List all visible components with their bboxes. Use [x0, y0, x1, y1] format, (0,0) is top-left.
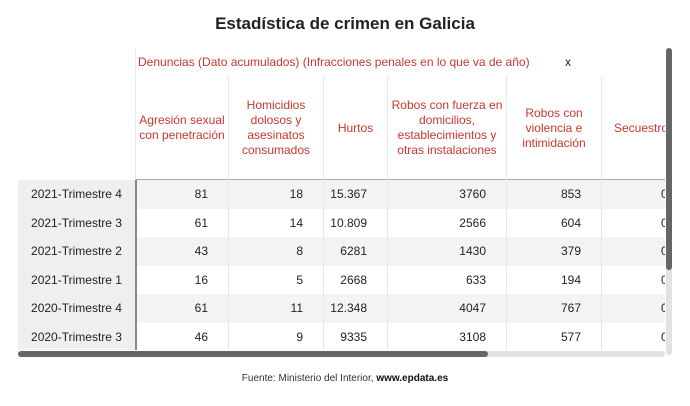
- table-cell: 10.809: [323, 208, 387, 237]
- table-cell: 633: [387, 265, 506, 294]
- table-cell: 12.348: [323, 294, 387, 323]
- source-text: Fuente: Ministerio del Interior,: [241, 373, 377, 384]
- table-cell: 9: [228, 322, 323, 350]
- table-cell: 2668: [323, 265, 387, 294]
- table-cell: 604: [506, 208, 601, 237]
- horizontal-scrollbar[interactable]: [18, 351, 665, 357]
- table-cell: 81: [135, 180, 228, 209]
- source-link[interactable]: www.epdata.es: [376, 373, 449, 384]
- table-cell: 0: [601, 322, 665, 350]
- vertical-scrollbar-thumb[interactable]: [666, 48, 672, 270]
- row-label: 2020-Trimestre 4: [18, 294, 135, 323]
- frozen-column-divider: [135, 180, 137, 350]
- table-row: 2020-Trimestre 3 46 9 9335 3108 577 0: [18, 322, 665, 350]
- horizontal-scrollbar-thumb[interactable]: [18, 351, 488, 357]
- column-header[interactable]: Secuestro: [601, 76, 665, 180]
- table-cell: 43: [135, 237, 228, 266]
- table-corner: [18, 48, 136, 180]
- row-label: 2021-Trimestre 1: [18, 265, 135, 294]
- table-cell: 61: [135, 208, 228, 237]
- table-cell: 18: [228, 180, 323, 209]
- table-cell: 0: [601, 208, 665, 237]
- table-cell: 1430: [387, 237, 506, 266]
- column-header[interactable]: Hurtos: [323, 76, 387, 180]
- row-label: 2020-Trimestre 3: [18, 322, 135, 350]
- table-cell: 577: [506, 322, 601, 350]
- column-header[interactable]: Robos con fuerza en domicilios, establec…: [387, 76, 506, 180]
- row-label: 2021-Trimestre 4: [18, 180, 135, 209]
- column-header[interactable]: Robos con violencia e intimidación: [506, 76, 601, 180]
- vertical-scrollbar[interactable]: [666, 48, 672, 355]
- table-cell: 15.367: [323, 180, 387, 209]
- table-cell: 61: [135, 294, 228, 323]
- table-cell: 3760: [387, 180, 506, 209]
- table-cell: 0: [601, 237, 665, 266]
- table-cell: 379: [506, 237, 601, 266]
- table-cell: 767: [506, 294, 601, 323]
- source-note: Fuente: Ministerio del Interior, www.epd…: [0, 373, 690, 384]
- table-cell: 0: [601, 265, 665, 294]
- table-cell: 6281: [323, 237, 387, 266]
- table-cell: 14: [228, 208, 323, 237]
- table-cell: 853: [506, 180, 601, 209]
- table-cell: 16: [135, 265, 228, 294]
- table-row: 2021-Trimestre 2 43 8 6281 1430 379 0: [18, 237, 665, 266]
- table-cell: 0: [601, 294, 665, 323]
- close-button[interactable]: x: [565, 55, 571, 69]
- page-title: Estadística de crimen en Galicia: [215, 14, 475, 33]
- table-cell: 46: [135, 322, 228, 350]
- table-row: 2021-Trimestre 4 81 18 15.367 3760 853 0: [18, 180, 665, 209]
- data-table: Denuncias (Dato acumulados) (Infraccione…: [18, 48, 665, 350]
- table-cell: 5: [228, 265, 323, 294]
- table-cell: 2566: [387, 208, 506, 237]
- table-cell: 9335: [323, 322, 387, 350]
- table-cell: 11: [228, 294, 323, 323]
- table-row: 2021-Trimestre 3 61 14 10.809 2566 604 0: [18, 208, 665, 237]
- column-header[interactable]: Homicidios dolosos y asesinatos consumad…: [228, 76, 323, 180]
- row-label: 2021-Trimestre 3: [18, 208, 135, 237]
- column-header[interactable]: Agresión sexual con penetración: [135, 76, 228, 180]
- row-label: 2021-Trimestre 2: [18, 237, 135, 266]
- table-row: 2021-Trimestre 1 16 5 2668 633 194 0: [18, 265, 665, 294]
- table-row: 2020-Trimestre 4 61 11 12.348 4047 767 0: [18, 294, 665, 323]
- table-cell: 3108: [387, 322, 506, 350]
- table-cell: 8: [228, 237, 323, 266]
- table-cell: 194: [506, 265, 601, 294]
- table-cell: 4047: [387, 294, 506, 323]
- group-header: Denuncias (Dato acumulados) (Infraccione…: [135, 48, 665, 76]
- group-header-label: Denuncias (Dato acumulados) (Infraccione…: [138, 55, 530, 69]
- table-cell: 0: [601, 180, 665, 209]
